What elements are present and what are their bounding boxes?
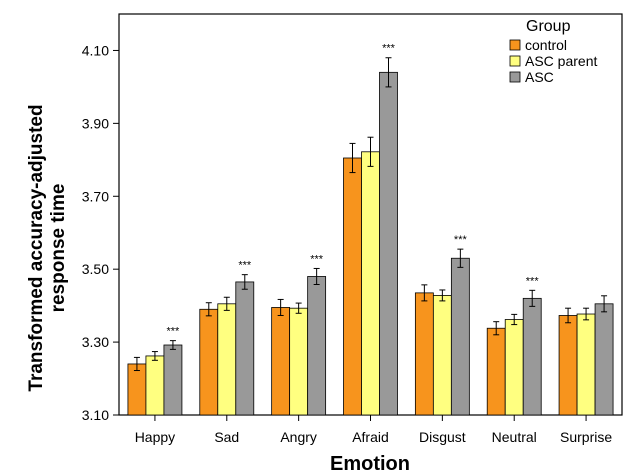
bar-asc: [522, 297, 542, 416]
legend-swatch: [509, 55, 521, 67]
x-tick-label: Happy: [135, 429, 175, 445]
x-tick-label: Afraid: [352, 429, 389, 445]
significance-marker: ***: [454, 234, 468, 246]
y-axis-title-line-2: response time: [48, 184, 69, 313]
significance-marker: ***: [526, 275, 540, 287]
legend-label: control: [525, 37, 567, 53]
bar-asc: [379, 71, 398, 416]
legend-swatch: [509, 39, 521, 51]
y-axis-title-line-1: Transformed accuracy-adjusted: [26, 104, 47, 391]
significance-marker: ***: [382, 43, 396, 55]
y-axis: 3.10 3.30 3.50 3.70 3.90 4.10: [82, 42, 119, 423]
bar-asc-parent: [432, 295, 452, 416]
bar-control: [199, 308, 219, 416]
bar-asc: [307, 276, 327, 416]
y-tick-label: 3.50: [82, 261, 109, 277]
bar-asc-parent: [504, 319, 524, 416]
x-tick-label: Neutral: [492, 429, 537, 445]
bar-asc-parent: [217, 303, 237, 416]
bar-asc-parent: [145, 355, 165, 416]
bar-asc: [235, 281, 255, 416]
x-axis: Happy Sad Angry Afraid Disgust Neutral Surpris…: [135, 415, 612, 445]
y-tick-label: 3.90: [82, 115, 109, 131]
significance-marker: ***: [238, 260, 252, 272]
x-tick-label: Angry: [280, 429, 317, 445]
bar-control: [414, 292, 434, 416]
bar-control: [343, 157, 362, 416]
bar-asc: [594, 303, 614, 416]
x-tick-label: Disgust: [419, 429, 466, 445]
y-tick-label: 4.10: [82, 42, 109, 58]
bar-control: [558, 315, 578, 416]
bar-asc: [450, 257, 470, 416]
bar-asc-parent: [361, 151, 380, 416]
x-tick-label: Surprise: [560, 429, 612, 445]
legend-label: ASC parent: [525, 53, 597, 69]
legend-label: ASC: [525, 69, 554, 85]
bars-layer: *** *** *** *** *** ***: [127, 43, 614, 416]
y-tick-label: 3.30: [82, 334, 109, 350]
x-axis-title: Emotion: [330, 453, 410, 474]
bar-control: [271, 307, 291, 416]
y-tick-label: 3.10: [82, 407, 109, 423]
significance-marker: ***: [167, 326, 181, 338]
bar-asc-parent: [289, 307, 309, 416]
x-tick-label: Sad: [214, 429, 239, 445]
bar-asc: [163, 344, 183, 416]
bar-control: [127, 363, 147, 416]
bar-asc-parent: [576, 313, 596, 416]
bar-control: [486, 327, 506, 416]
y-tick-label: 3.70: [82, 188, 109, 204]
legend-title: Group: [526, 18, 571, 35]
legend-swatch: [509, 71, 521, 83]
significance-marker: ***: [310, 253, 324, 265]
